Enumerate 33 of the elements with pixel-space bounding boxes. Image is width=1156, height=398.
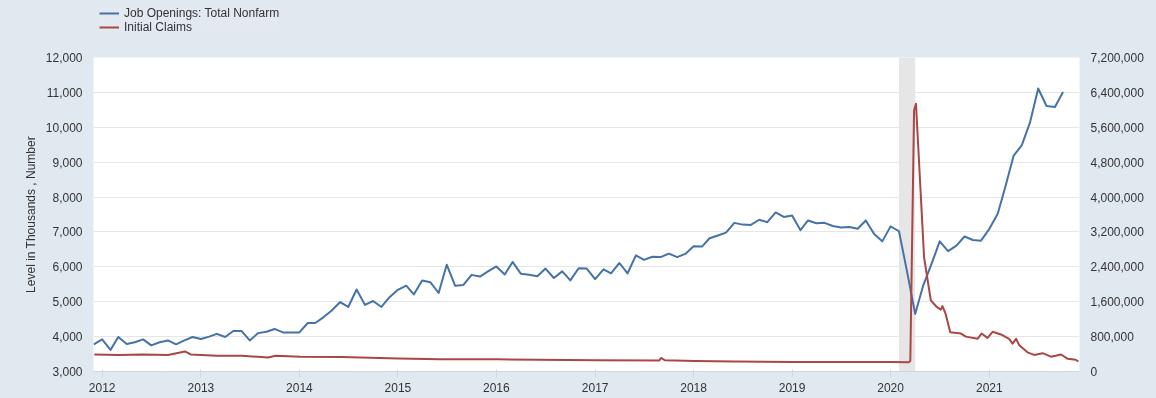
y2-tick-label: 3,200,000 bbox=[1090, 225, 1145, 240]
y-tick-label: 11,000 bbox=[46, 85, 83, 100]
y2-tick-label: 7,200,000 bbox=[1090, 51, 1145, 65]
y2-tick-label: 4,800,000 bbox=[1090, 155, 1145, 170]
y-tick-label: 9,000 bbox=[52, 155, 83, 170]
x-tick-label: 2020 bbox=[877, 380, 905, 395]
y-tick-label: 6,000 bbox=[52, 260, 83, 275]
x-tick-label: 2016 bbox=[483, 380, 511, 395]
y-tick-label: 8,000 bbox=[52, 190, 83, 205]
y2-tick-label: 6,400,000 bbox=[1090, 85, 1145, 100]
y2-tick-label: 0 bbox=[1090, 365, 1098, 379]
y2-tick-label: 1,600,000 bbox=[1090, 295, 1145, 310]
x-tick-label: 2015 bbox=[384, 380, 412, 395]
y-tick-label: 12,000 bbox=[45, 51, 83, 65]
y2-tick-label: 800,000 bbox=[1090, 330, 1135, 345]
legend-label: Job Openings: Total Nonfarm bbox=[124, 6, 280, 20]
x-tick-label: 2014 bbox=[286, 380, 314, 395]
x-tick-label: 2018 bbox=[680, 380, 708, 395]
x-tick-label: 2021 bbox=[976, 380, 1004, 395]
x-tick-label: 2013 bbox=[187, 380, 215, 395]
y2-tick-label: 2,400,000 bbox=[1090, 260, 1145, 275]
y-tick-label: 7,000 bbox=[52, 225, 83, 240]
y-tick-label: 5,000 bbox=[52, 295, 83, 310]
legend-label: Initial Claims bbox=[124, 20, 193, 34]
y-tick-label: 3,000 bbox=[52, 365, 83, 379]
y-tick-label: 4,000 bbox=[52, 330, 83, 345]
x-tick-label: 2012 bbox=[88, 380, 116, 395]
x-tick-label: 2017 bbox=[581, 380, 609, 395]
x-tick-label: 2019 bbox=[778, 380, 806, 395]
y-tick-label: 10,000 bbox=[45, 120, 83, 135]
y-axis-title: Level in Thousands , Number bbox=[23, 136, 38, 293]
y2-tick-label: 4,000,000 bbox=[1090, 190, 1145, 205]
y2-tick-label: 5,600,000 bbox=[1090, 120, 1145, 135]
